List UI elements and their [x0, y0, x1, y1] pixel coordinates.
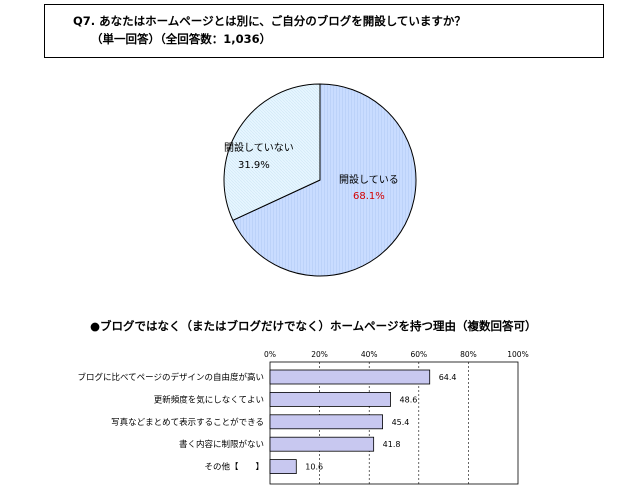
bar-value-label: 64.4: [439, 373, 457, 382]
bar: [269, 459, 297, 475]
bar-chart-title: ●ブログではなく（またはブログだけでなく）ホームページを持つ理由（複数回答可）: [90, 319, 537, 333]
question-subtext: （単一回答）（全回答数：1,036）: [91, 32, 272, 46]
category-label: 更新頻度を気にしなくてよい: [154, 394, 264, 405]
bar-value-label: 48.6: [400, 395, 418, 404]
x-tick-label: 100%: [507, 350, 528, 359]
bar-value-label: 45.4: [392, 418, 410, 427]
category-label: 書く内容に制限がない: [179, 439, 264, 450]
bar-value-label: 10.6: [305, 463, 323, 472]
pie-value-opened: 68.1%: [353, 191, 385, 202]
bar: [269, 414, 383, 430]
x-tick-label: 80%: [460, 350, 477, 359]
x-tick-label: 20%: [311, 350, 328, 359]
x-tick-label: 0%: [264, 350, 276, 359]
category-label: その他【 】: [204, 462, 264, 473]
bar: [269, 369, 431, 385]
question-box: Q7. あなたはホームページとは別に、ご自分のブログを開設していますか？ （単一…: [44, 4, 604, 58]
pie-slice-not-opened: [223, 83, 321, 221]
x-tick-label: 40%: [361, 350, 378, 359]
pie-label-opened: 開設している: [339, 173, 399, 186]
question-text: Q7. あなたはホームページとは別に、ご自分のブログを開設していますか？: [73, 14, 466, 28]
pie-value-not-opened: 31.9%: [238, 160, 270, 171]
pie-slice-opened: [232, 83, 417, 277]
bar: [269, 391, 391, 407]
pie-label-not-opened: 開設していない: [224, 141, 294, 154]
bar: [269, 436, 375, 452]
bar-value-label: 41.8: [383, 440, 401, 449]
category-label: 写真などまとめて表示することができる: [111, 417, 264, 428]
pie-chart: 開設していない 31.9% 開設している 68.1%: [223, 83, 417, 277]
category-label: ブログに比べてページのデザインの自由度が高い: [78, 372, 265, 383]
x-tick-label: 60%: [410, 350, 427, 359]
